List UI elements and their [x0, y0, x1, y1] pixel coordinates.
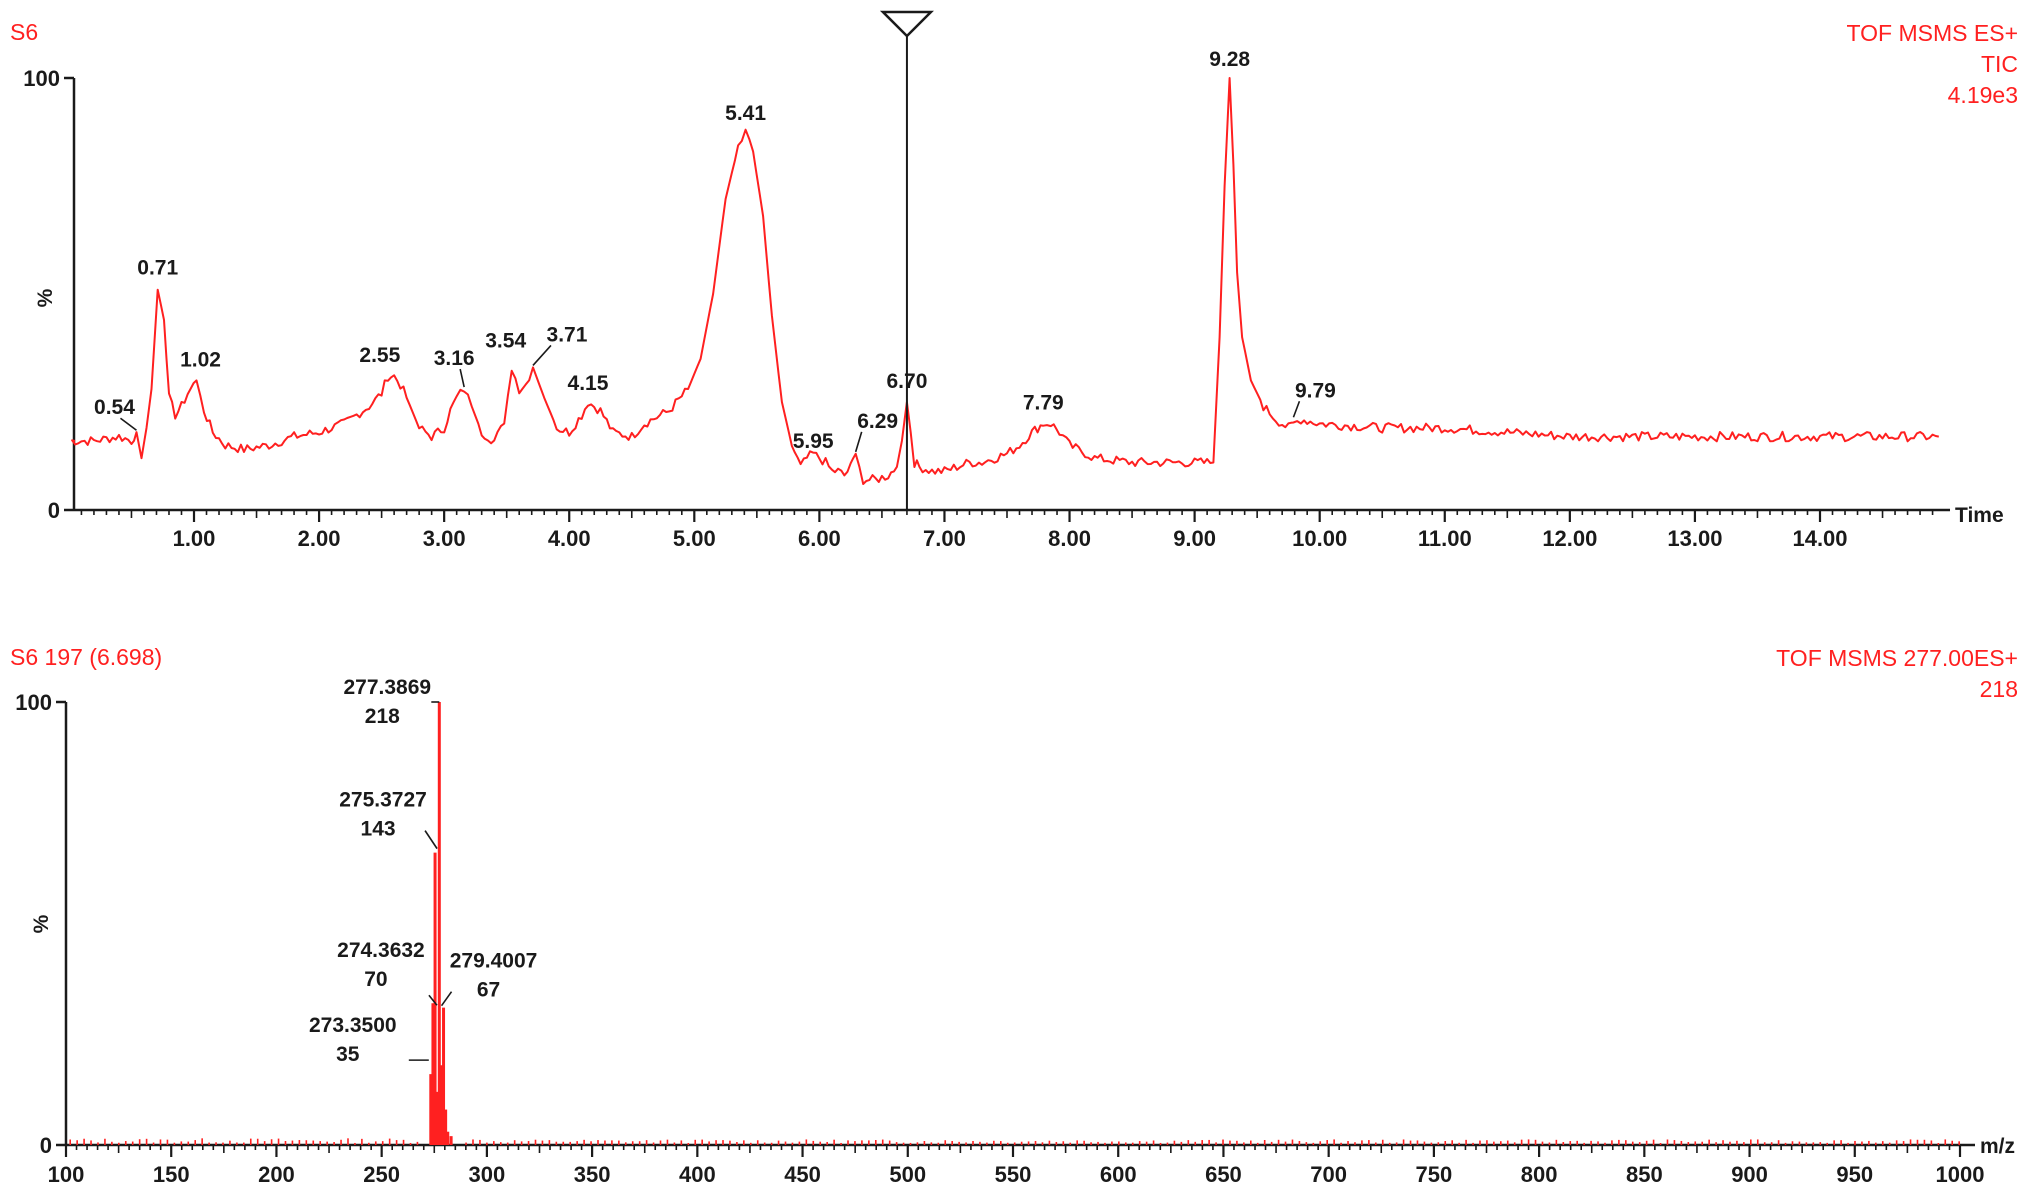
spectrum-y-axis-label: % — [30, 914, 53, 933]
chromatogram-x-tick-label: 1.00 — [173, 526, 216, 551]
chromatogram-trace-label: TIC — [1981, 51, 2018, 77]
chromatogram-x-tick-label: 3.00 — [423, 526, 466, 551]
mass-spectrum-panel: S6 197 (6.698) TOF MSMS 277.00ES+ 218 % … — [10, 644, 2018, 1187]
peak-label-leader — [854, 431, 863, 453]
chromatogram-x-tick-label: 6.00 — [798, 526, 841, 551]
spectrum-peak-intensity-label: 35 — [336, 1043, 360, 1066]
peak-label: 0.71 — [137, 257, 178, 280]
chromatogram-y-tick-label: 100 — [23, 66, 60, 91]
peak-label: 3.16 — [434, 347, 475, 370]
peak-label: 6.70 — [887, 370, 928, 393]
spectrum-x-tick-label: 150 — [153, 1162, 190, 1187]
chromatogram-instrument-label: TOF MSMS ES+ — [1847, 20, 2018, 46]
spectrum-x-tick-label: 250 — [363, 1162, 400, 1187]
spectrum-peak-intensity-label: 70 — [364, 968, 387, 991]
spectrum-x-tick-label: 100 — [48, 1162, 85, 1187]
chromatogram-x-tick-label: 7.00 — [923, 526, 966, 551]
spectrum-x-tick-label: 950 — [1836, 1162, 1873, 1187]
spectrum-scan-label: S6 197 (6.698) — [10, 644, 162, 670]
peak-label: 5.41 — [725, 102, 766, 125]
peak-label: 7.79 — [1023, 392, 1064, 415]
peak-label: 9.79 — [1295, 379, 1336, 402]
peak-label-leader — [1292, 400, 1301, 418]
chromatogram-x-tick-label: 10.00 — [1292, 526, 1347, 551]
peak-label-leader — [119, 417, 137, 431]
retention-time-marker-triangle[interactable] — [879, 10, 934, 38]
spectrum-x-tick-label: 400 — [679, 1162, 716, 1187]
spectrum-x-axis-label: m/z — [1980, 1135, 2015, 1158]
spectrum-peak-intensity-label: 218 — [365, 705, 400, 728]
chromatogram-intensity-label: 4.19e3 — [1948, 82, 2018, 108]
spectrum-x-tick-label: 850 — [1626, 1162, 1663, 1187]
chromatogram-x-tick-label: 4.00 — [548, 526, 591, 551]
spectrum-intensity-label: 218 — [1980, 676, 2018, 702]
chromatogram-sample-label: S6 — [10, 19, 38, 45]
spectrum-x-tick-label: 300 — [469, 1162, 506, 1187]
spectrum-x-tick-label: 200 — [258, 1162, 295, 1187]
spectrum-peak-intensity-label: 143 — [361, 818, 396, 841]
chromatogram-y-tick-label: 0 — [48, 498, 60, 523]
spectrum-peak-mz-label: 277.3869 — [344, 676, 432, 699]
spectrum-x-tick-label: 350 — [574, 1162, 611, 1187]
spectrum-peak-label-leader — [424, 830, 438, 850]
peak-label: 2.55 — [359, 344, 400, 367]
chromatogram-x-tick-label: 11.00 — [1418, 526, 1472, 551]
chromatogram-x-tick-label: 14.00 — [1792, 526, 1847, 551]
peak-label: 5.95 — [793, 430, 834, 453]
chromatogram-x-tick-label: 9.00 — [1173, 526, 1216, 551]
spectrum-x-tick-label: 900 — [1731, 1162, 1768, 1187]
chromatogram-x-tick-label: 8.00 — [1048, 526, 1091, 551]
spectrum-peak-label-leader — [428, 994, 438, 1006]
spectrum-x-tick-label: 500 — [889, 1162, 926, 1187]
chromatogram-x-tick-label: 13.00 — [1667, 526, 1722, 551]
peak-label-leader — [532, 344, 552, 366]
peak-label: 9.28 — [1209, 48, 1250, 71]
peak-label: 1.02 — [180, 348, 221, 371]
spectrum-x-tick-label: 750 — [1416, 1162, 1453, 1187]
peak-label: 3.71 — [547, 323, 588, 346]
peak-label: 4.15 — [568, 372, 609, 395]
chromatogram-x-tick-label: 12.00 — [1542, 526, 1597, 551]
peak-label-leader — [459, 368, 465, 388]
peak-label: 6.29 — [857, 410, 898, 433]
chromatogram-y-axis-label: % — [34, 288, 57, 307]
spectrum-x-tick-label: 1000 — [1936, 1162, 1985, 1187]
spectrum-peak-intensity-label: 67 — [477, 979, 500, 1002]
chromatogram-series-line — [71, 77, 1939, 485]
spectrum-x-tick-label: 450 — [784, 1162, 821, 1187]
spectrum-y-tick-label: 0 — [40, 1133, 52, 1158]
spectrum-x-tick-label: 650 — [1205, 1162, 1242, 1187]
chromatogram-x-tick-label: 2.00 — [298, 526, 341, 551]
chromatogram-x-axis-label: Time — [1955, 504, 2004, 527]
spectrum-peak-mz-label: 275.3727 — [339, 789, 427, 812]
spectrum-peak-mz-label: 273.3500 — [309, 1014, 397, 1037]
peak-label: 3.54 — [485, 329, 526, 352]
spectrum-y-tick-label: 100 — [15, 690, 52, 715]
spectrum-peak-mz-label: 279.4007 — [450, 950, 538, 973]
spectrum-x-tick-label: 550 — [995, 1162, 1032, 1187]
spectrum-instrument-label: TOF MSMS 277.00ES+ — [1776, 645, 2018, 671]
spectrum-peak-label-leader — [440, 991, 453, 1007]
chromatogram-x-tick-label: 5.00 — [673, 526, 716, 551]
spectrum-x-tick-label: 600 — [1100, 1162, 1137, 1187]
spectrum-x-tick-label: 700 — [1310, 1162, 1347, 1187]
spectrum-peak-mz-label: 274.3632 — [337, 939, 425, 962]
spectrum-x-tick-label: 800 — [1521, 1162, 1558, 1187]
chromatogram-panel: S6 TOF MSMS ES+ TIC 4.19e3 % Time 0 100 1… — [10, 10, 2018, 551]
peak-label: 0.54 — [94, 396, 135, 419]
